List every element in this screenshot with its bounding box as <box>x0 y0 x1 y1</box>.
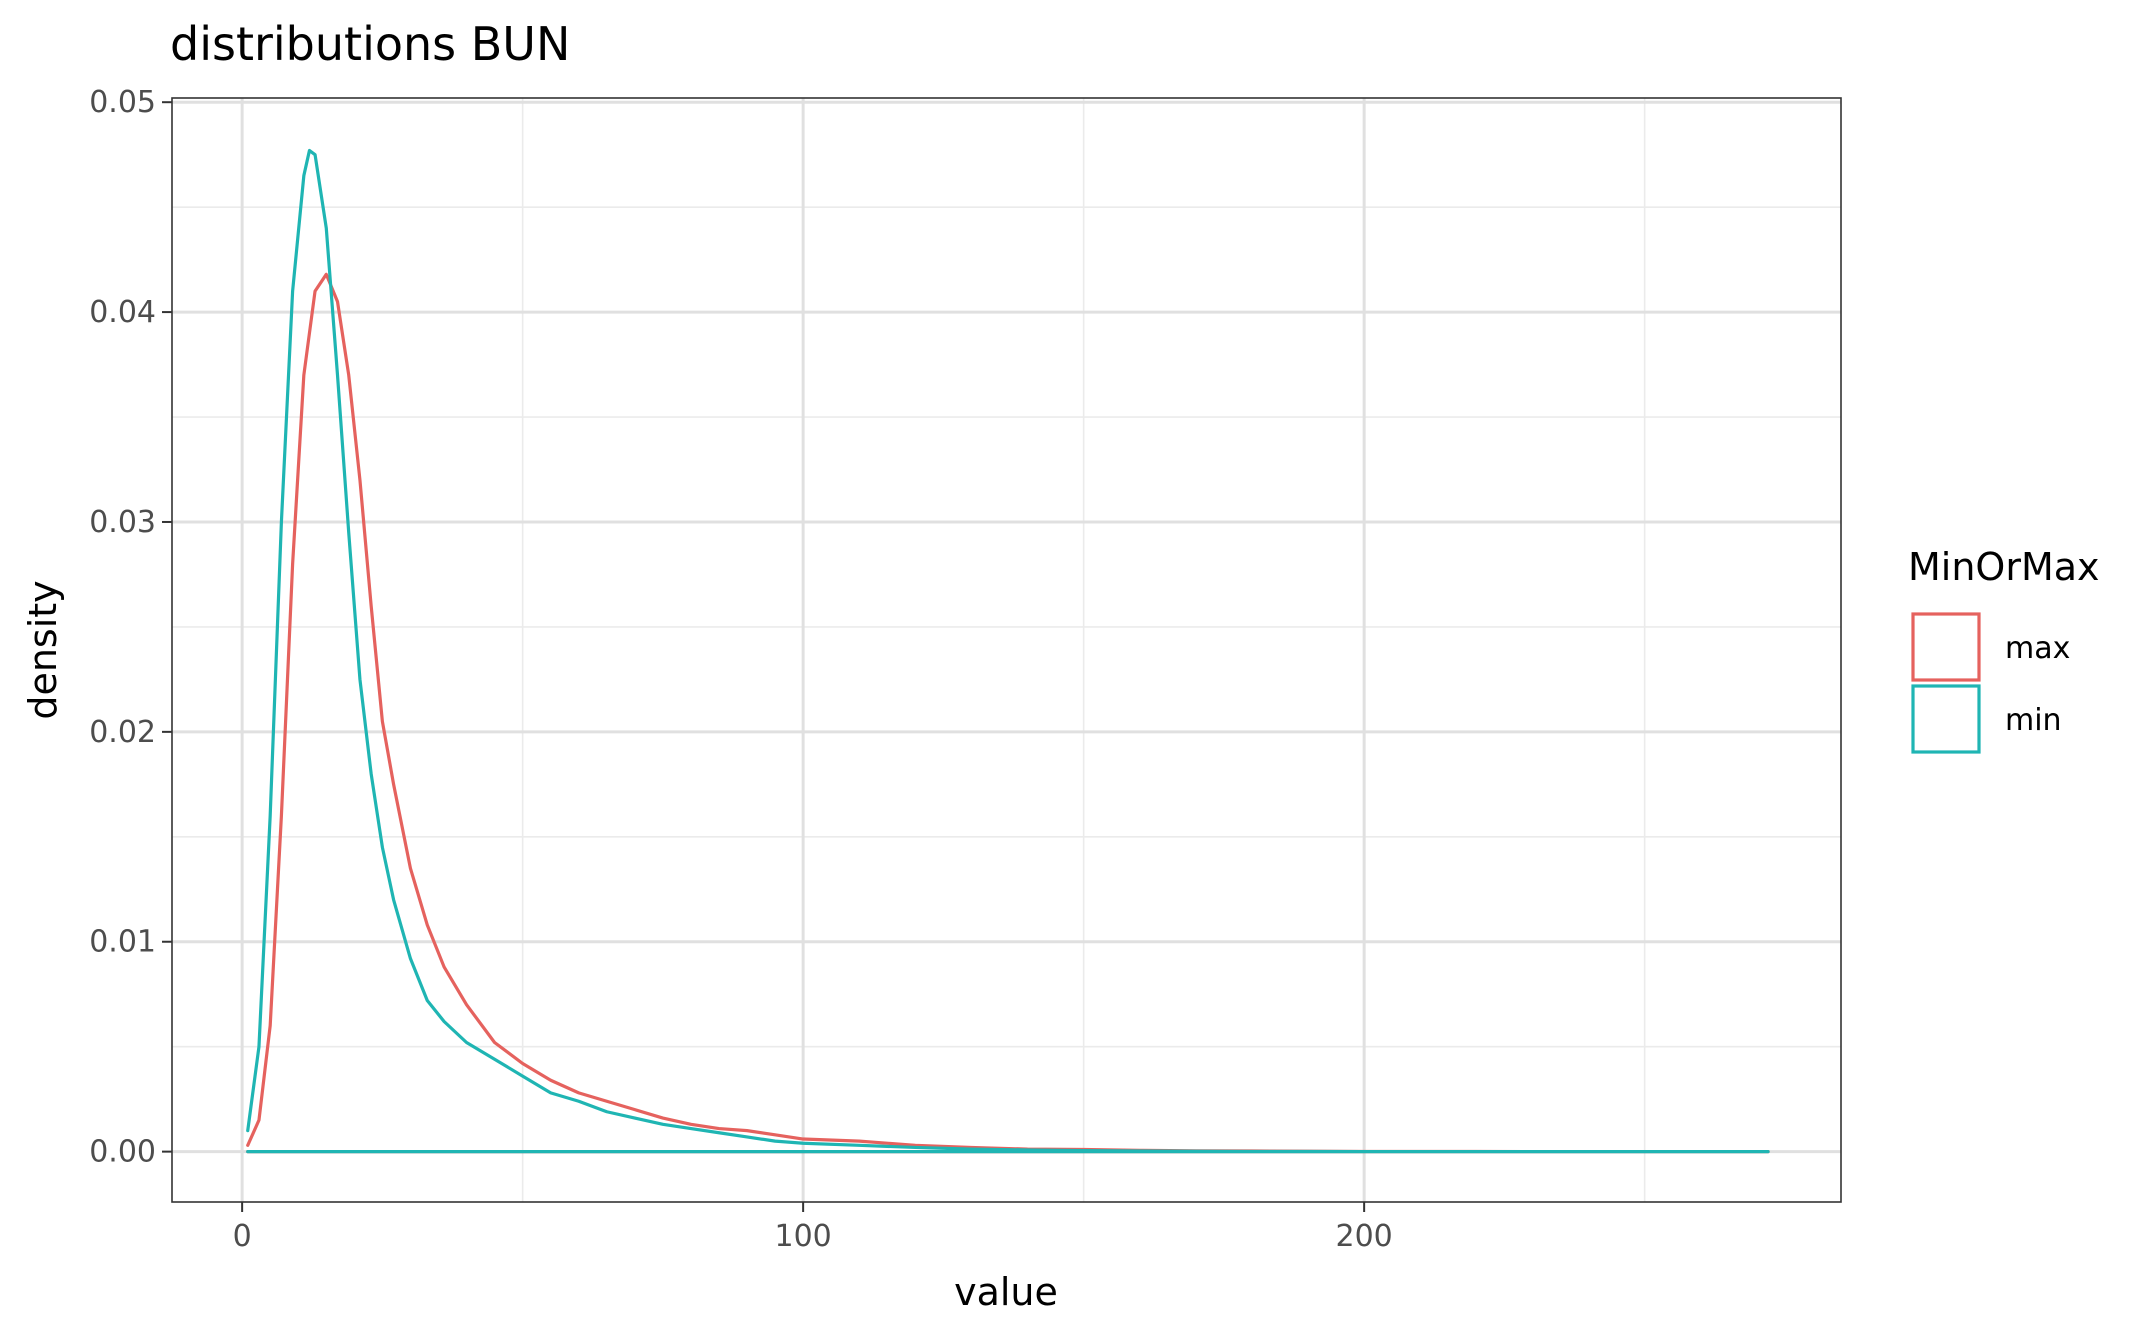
y-tick-label: 0.05 <box>89 85 156 120</box>
x-tick-label: 0 <box>233 1219 252 1254</box>
panel-border <box>171 97 1842 1203</box>
series-line-min <box>246 148 1770 1154</box>
x-tick-label: 200 <box>1336 1219 1393 1254</box>
legend-item-min: min <box>1911 684 2062 754</box>
y-axis-title: density <box>21 580 65 719</box>
legend-key-max <box>1911 612 1981 682</box>
y-tick-label: 0.04 <box>89 295 156 330</box>
legend-label-max: max <box>2005 631 2070 666</box>
legend-item-max: max <box>1911 612 2070 682</box>
panel-background <box>172 98 1841 1202</box>
y-tick-label: 0.03 <box>89 505 156 540</box>
legend-items: max min <box>1911 612 2070 754</box>
x-axis-title: value <box>954 1270 1058 1314</box>
x-axis: 0 100 200 <box>233 1202 1393 1254</box>
series-lines <box>246 148 1770 1154</box>
minor-gridlines <box>172 98 1841 1202</box>
legend: MinOrMax max min <box>1908 545 2100 754</box>
y-tick-label: 0.02 <box>89 715 156 750</box>
x-tick-label: 100 <box>775 1219 832 1254</box>
y-tick-label: 0.00 <box>89 1135 156 1170</box>
y-axis: 0.00 0.01 0.02 0.03 0.04 0.05 <box>89 85 172 1170</box>
legend-title: MinOrMax <box>1908 545 2100 589</box>
y-tick-label: 0.01 <box>89 925 156 960</box>
legend-label-min: min <box>2005 703 2062 738</box>
plot-panel <box>171 97 1842 1203</box>
chart-title: distributions BUN <box>170 17 570 71</box>
legend-key-min <box>1911 684 1981 754</box>
